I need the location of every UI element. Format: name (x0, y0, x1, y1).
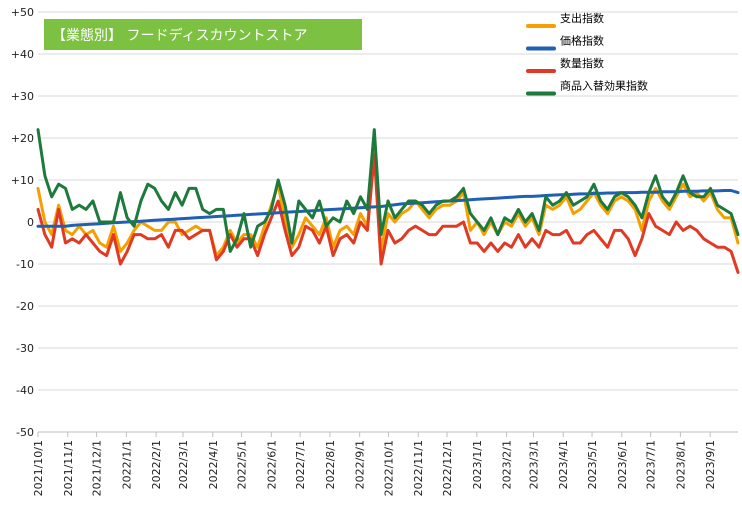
y-tick-label: +50 (11, 6, 34, 19)
y-tick-label: +20 (11, 132, 34, 145)
x-tick-label: 2023/2/1 (501, 440, 514, 489)
series-line (36, 153, 740, 274)
legend-label: 価格指数 (560, 34, 604, 48)
x-tick-label: 2022/6/1 (265, 440, 278, 489)
x-tick-label: 2021/12/1 (91, 440, 104, 496)
y-tick-label: +30 (11, 90, 34, 103)
x-tick-label: 2023/1/1 (471, 440, 484, 489)
legend-label: 数量指数 (560, 56, 604, 70)
x-tick-label: 2023/4/1 (557, 440, 570, 489)
x-tick-label: 2022/9/1 (354, 440, 367, 489)
y-tick-label: -50 (16, 426, 34, 439)
legend-label: 支出指数 (560, 11, 604, 25)
series-line (36, 140, 740, 258)
y-tick-label: -10 (16, 258, 34, 271)
x-tick-label: 2022/8/1 (324, 440, 337, 489)
y-tick-label: -20 (16, 300, 34, 313)
x-tick-label: 2022/12/1 (441, 440, 454, 496)
x-axis: 2021/10/1 2021/11/1 2021/12/1 2022/1/1 2022/… (32, 431, 738, 496)
x-tick-label: 2022/4/1 (207, 440, 220, 489)
y-axis: +50 +40 +30 +20 +10 0 -10 -20 -30 -40 -50 (11, 6, 34, 439)
x-tick-label: 2022/10/1 (382, 440, 395, 496)
chart-title-text: 【業態別】 フードディスカウントストア (52, 27, 307, 44)
legend-label: 商品入替効果指数 (560, 79, 648, 93)
x-tick-label: 2023/7/1 (645, 440, 658, 489)
x-tick-label: 2022/5/1 (236, 440, 249, 489)
chart-title-background (44, 19, 362, 50)
y-tick-label: +10 (11, 174, 34, 187)
x-tick-label: 2022/11/1 (412, 440, 425, 496)
x-tick-label: 2023/3/1 (527, 440, 540, 489)
x-tick-label: 2023/8/1 (674, 440, 687, 489)
y-tick-label: -40 (16, 384, 34, 397)
x-tick-label: 2022/3/1 (177, 440, 190, 489)
x-tick-label: 2022/2/1 (150, 440, 163, 489)
series-lines (36, 128, 740, 274)
x-tick-label: 2023/6/1 (616, 440, 629, 489)
y-tick-label: 0 (27, 216, 34, 229)
series-line (36, 128, 740, 253)
x-tick-label: 2022/7/1 (294, 440, 307, 489)
x-tick-label: 2022/1/1 (120, 440, 133, 489)
y-tick-label: -30 (16, 342, 34, 355)
y-tick-label: +40 (11, 48, 34, 61)
chart-title: 【業態別】 フードディスカウントストア (44, 19, 362, 50)
x-tick-label: 2021/10/1 (32, 440, 45, 496)
x-tick-label: 2023/5/1 (586, 440, 599, 489)
x-tick-label: 2021/11/1 (62, 440, 75, 496)
x-tick-label: 2023/9/1 (704, 440, 717, 489)
